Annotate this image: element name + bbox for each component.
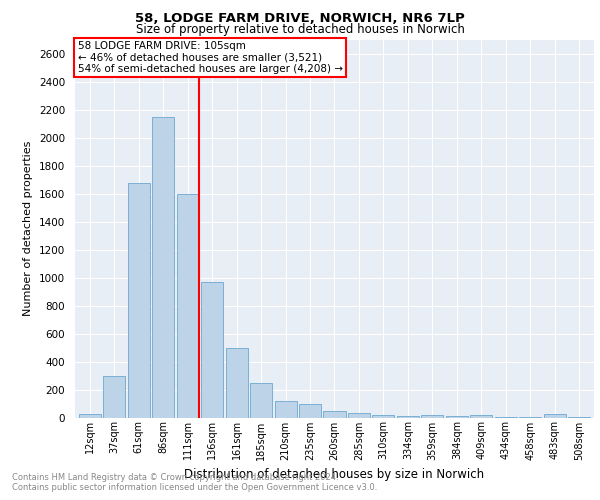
- Text: 58, LODGE FARM DRIVE, NORWICH, NR6 7LP: 58, LODGE FARM DRIVE, NORWICH, NR6 7LP: [135, 12, 465, 26]
- Bar: [446, 416, 468, 418]
- Bar: [275, 400, 296, 417]
- Bar: [495, 417, 517, 418]
- Text: 58 LODGE FARM DRIVE: 105sqm
← 46% of detached houses are smaller (3,521)
54% of : 58 LODGE FARM DRIVE: 105sqm ← 46% of det…: [77, 41, 343, 74]
- Bar: [176, 194, 199, 418]
- Bar: [323, 410, 346, 418]
- Bar: [299, 404, 321, 417]
- Bar: [226, 348, 248, 418]
- Y-axis label: Number of detached properties: Number of detached properties: [23, 141, 34, 316]
- Bar: [568, 417, 590, 418]
- Text: Contains HM Land Registry data © Crown copyright and database right 2024.: Contains HM Land Registry data © Crown c…: [12, 472, 338, 482]
- Text: Contains public sector information licensed under the Open Government Licence v3: Contains public sector information licen…: [12, 484, 377, 492]
- Bar: [250, 383, 272, 418]
- Bar: [470, 414, 493, 418]
- Bar: [201, 282, 223, 418]
- Bar: [103, 376, 125, 418]
- Bar: [152, 117, 174, 418]
- Bar: [79, 414, 101, 418]
- Text: Size of property relative to detached houses in Norwich: Size of property relative to detached ho…: [136, 22, 464, 36]
- Bar: [421, 414, 443, 418]
- Bar: [397, 416, 419, 418]
- X-axis label: Distribution of detached houses by size in Norwich: Distribution of detached houses by size …: [184, 468, 485, 481]
- Bar: [544, 414, 566, 418]
- Bar: [128, 182, 149, 418]
- Bar: [520, 417, 541, 418]
- Bar: [348, 412, 370, 418]
- Bar: [373, 416, 394, 418]
